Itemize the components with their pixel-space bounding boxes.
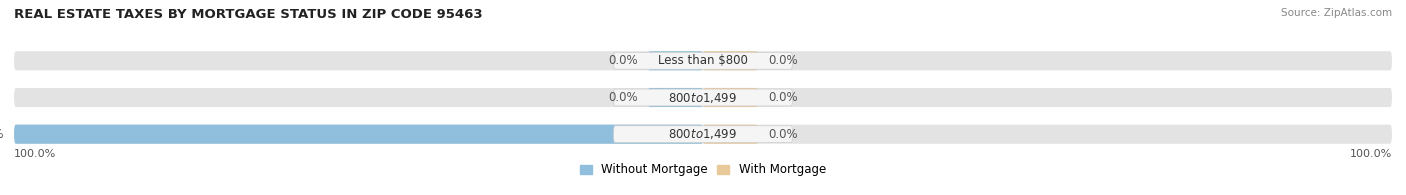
FancyBboxPatch shape [14, 88, 1392, 107]
FancyBboxPatch shape [14, 125, 703, 144]
FancyBboxPatch shape [14, 125, 1392, 144]
Text: 0.0%: 0.0% [607, 54, 637, 67]
Text: 100.0%: 100.0% [0, 128, 4, 141]
Text: Source: ZipAtlas.com: Source: ZipAtlas.com [1281, 8, 1392, 18]
FancyBboxPatch shape [648, 88, 703, 107]
FancyBboxPatch shape [613, 52, 793, 69]
Legend: Without Mortgage, With Mortgage: Without Mortgage, With Mortgage [581, 163, 825, 176]
Text: 0.0%: 0.0% [769, 91, 799, 104]
FancyBboxPatch shape [703, 51, 758, 70]
Text: 0.0%: 0.0% [769, 54, 799, 67]
Text: Less than $800: Less than $800 [658, 54, 748, 67]
Text: 100.0%: 100.0% [14, 149, 56, 159]
FancyBboxPatch shape [613, 126, 793, 143]
FancyBboxPatch shape [648, 51, 703, 70]
FancyBboxPatch shape [703, 88, 758, 107]
FancyBboxPatch shape [14, 51, 1392, 70]
FancyBboxPatch shape [703, 125, 758, 144]
Text: 100.0%: 100.0% [1350, 149, 1392, 159]
Text: $800 to $1,499: $800 to $1,499 [668, 90, 738, 105]
Text: $800 to $1,499: $800 to $1,499 [668, 127, 738, 141]
Text: 0.0%: 0.0% [607, 91, 637, 104]
FancyBboxPatch shape [613, 89, 793, 106]
Text: 0.0%: 0.0% [769, 128, 799, 141]
Text: REAL ESTATE TAXES BY MORTGAGE STATUS IN ZIP CODE 95463: REAL ESTATE TAXES BY MORTGAGE STATUS IN … [14, 8, 482, 21]
